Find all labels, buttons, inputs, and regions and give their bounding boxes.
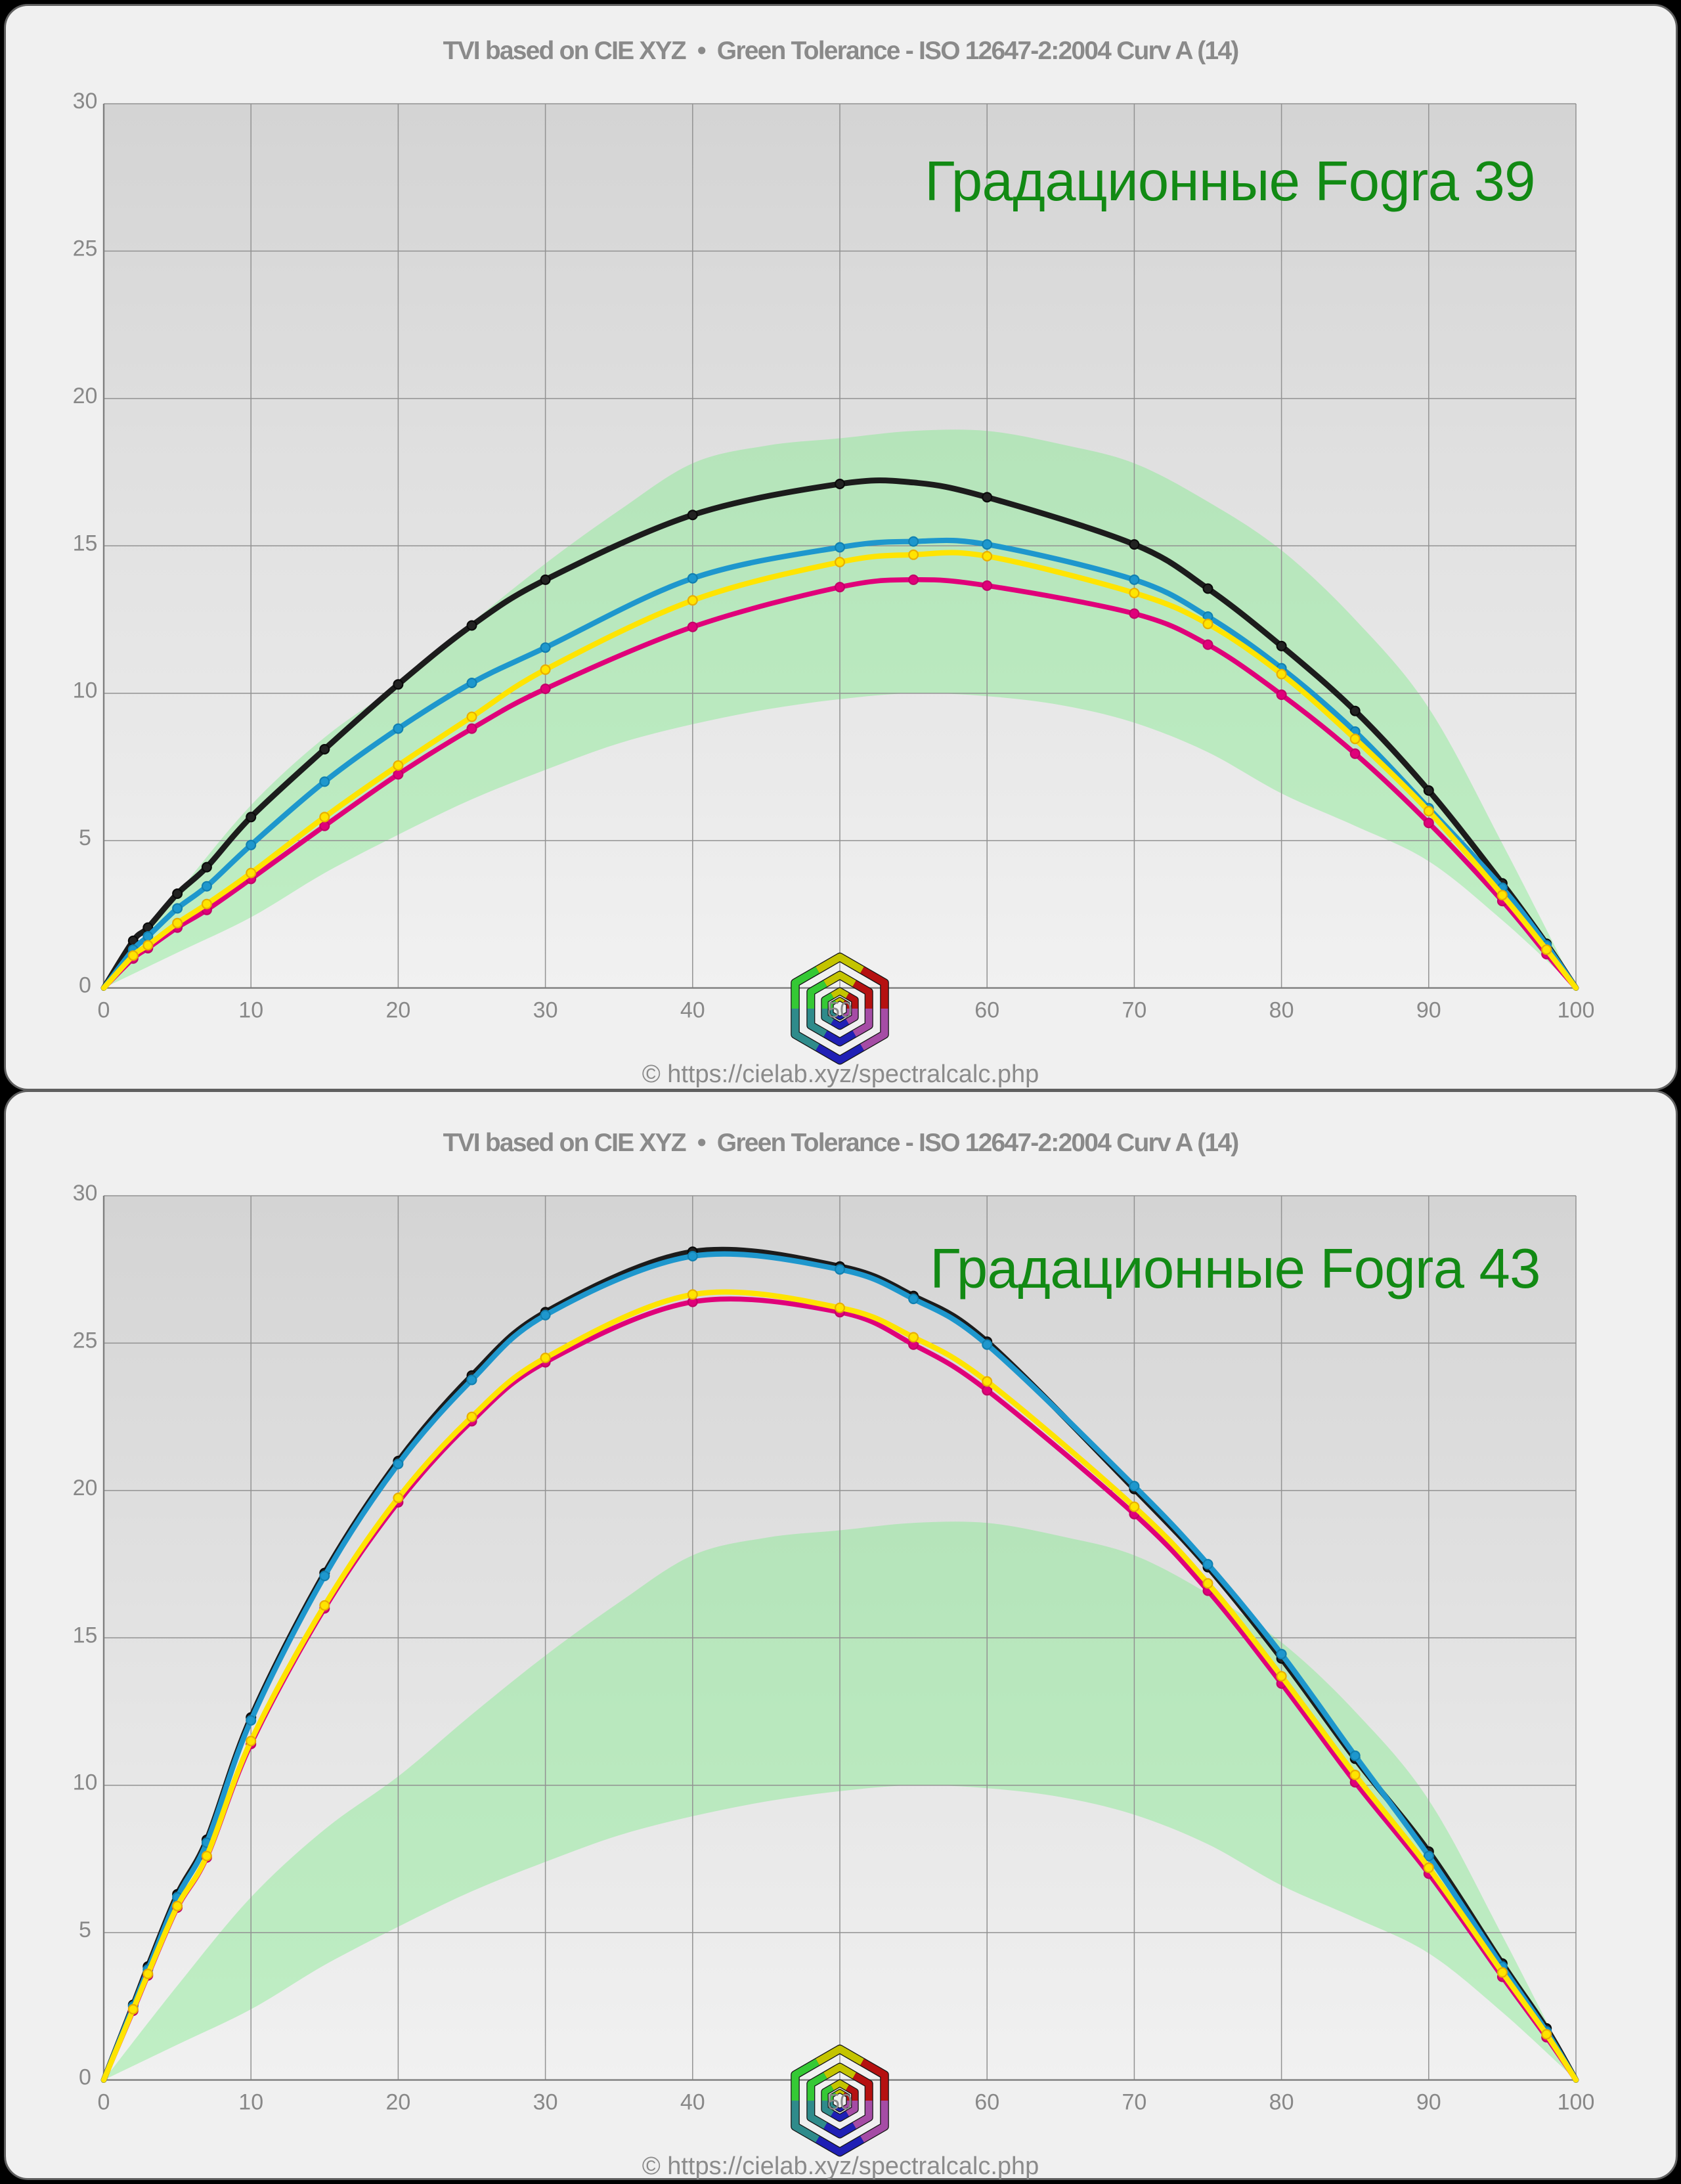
svg-text:30: 30: [533, 2090, 558, 2115]
svg-text:30: 30: [533, 998, 558, 1023]
svg-text:15: 15: [73, 1623, 98, 1648]
svg-text:50: 50: [827, 998, 852, 1023]
svg-text:20: 20: [385, 2090, 410, 2115]
svg-text:25: 25: [73, 1328, 98, 1353]
svg-text:0: 0: [79, 973, 91, 998]
svg-text:60: 60: [974, 2090, 999, 2115]
svg-text:TVI based on CIE XYZ • Green: TVI based on CIE XYZ • Green Tolerance -…: [443, 1129, 1239, 1157]
svg-text:© https://cielab.xyz/spectralc: © https://cielab.xyz/spectralcalc.php: [642, 2152, 1039, 2180]
svg-text:15: 15: [73, 531, 98, 556]
svg-text:0: 0: [98, 2090, 110, 2115]
svg-text:10: 10: [73, 678, 98, 703]
svg-text:0: 0: [98, 998, 110, 1023]
svg-text:40: 40: [680, 998, 705, 1023]
svg-text:20: 20: [73, 1475, 98, 1500]
svg-text:20: 20: [385, 998, 410, 1023]
svg-text:80: 80: [1269, 2090, 1294, 2115]
svg-text:25: 25: [73, 236, 98, 261]
svg-text:5: 5: [79, 1917, 91, 1942]
svg-text:© https://cielab.xyz/spectralc: © https://cielab.xyz/spectralcalc.php: [642, 1060, 1039, 1088]
svg-text:90: 90: [1416, 998, 1441, 1023]
svg-text:5: 5: [79, 825, 91, 850]
svg-text:10: 10: [238, 998, 263, 1023]
svg-text:70: 70: [1122, 998, 1146, 1023]
svg-text:60: 60: [974, 998, 999, 1023]
svg-text:Градационные Fogra 39: Градационные Fogra 39: [925, 150, 1535, 213]
svg-text:20: 20: [73, 383, 98, 408]
svg-text:10: 10: [238, 2090, 263, 2115]
svg-text:80: 80: [1269, 998, 1294, 1023]
svg-text:30: 30: [73, 89, 98, 114]
svg-text:0: 0: [79, 2065, 91, 2090]
svg-text:100: 100: [1558, 998, 1595, 1023]
svg-text:70: 70: [1122, 2090, 1146, 2115]
svg-text:90: 90: [1416, 2090, 1441, 2115]
svg-text:30: 30: [73, 1181, 98, 1206]
svg-text:TVI based on CIE XYZ • Green: TVI based on CIE XYZ • Green Tolerance -…: [443, 37, 1239, 65]
svg-text:Градационные Fogra 43: Градационные Fogra 43: [930, 1238, 1540, 1300]
svg-text:100: 100: [1558, 2090, 1595, 2115]
svg-text:10: 10: [73, 1770, 98, 1795]
svg-text:50: 50: [827, 2090, 852, 2115]
svg-text:40: 40: [680, 2090, 705, 2115]
